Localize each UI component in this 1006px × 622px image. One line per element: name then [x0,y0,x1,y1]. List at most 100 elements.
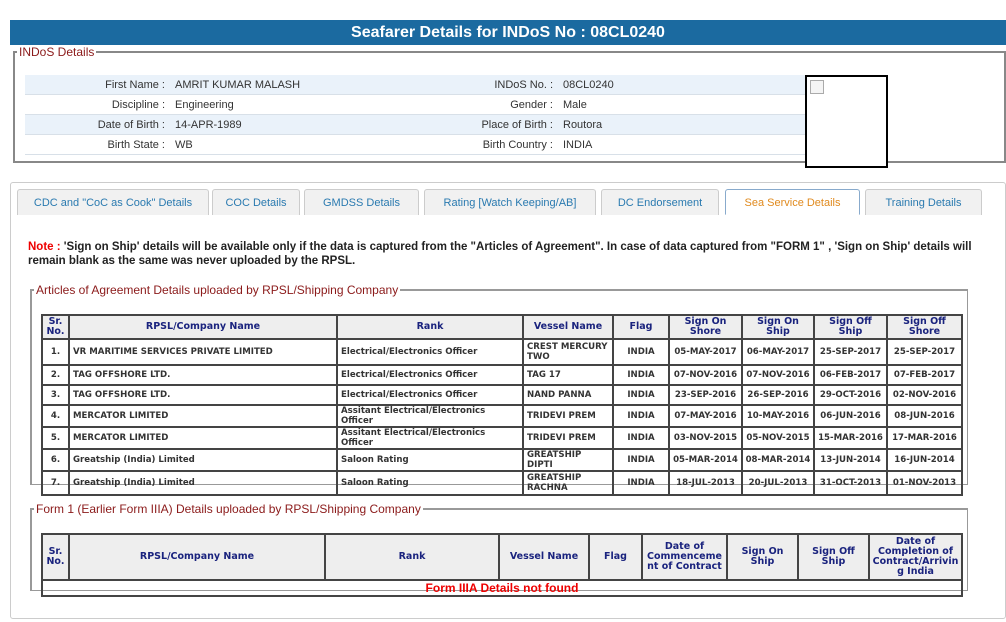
discipline-value: Engineering [175,99,234,111]
table-cell: 05-MAY-2017 [668,338,743,366]
table-cell: 20-JUL-2013 [741,470,815,496]
place-of-birth-value: Routora [563,119,603,131]
aoa-legend: Articles of Agreement Details uploaded b… [36,283,399,297]
discipline-label: Discipline : [111,99,165,111]
column-header: Vessel Name [522,314,614,340]
table-cell: Electrical/Electronics Officer [336,384,524,406]
note-label: Note : [28,241,61,253]
table-cell: 08-MAR-2014 [741,448,815,472]
table-cell: 07-NOV-2016 [741,364,815,386]
tab-rating[interactable]: Rating [Watch Keeping/AB] [424,189,596,215]
table-cell: 26-SEP-2016 [741,384,815,406]
table-cell: TRIDEVI PREM [522,404,614,428]
aoa-table: Sr. No. RPSL/Company Name Rank Vessel Name F… [41,314,963,496]
table-cell: INDIA [612,338,670,366]
not-found-message: Form IIIA Details not found [41,579,963,597]
dob-label: Date of Birth : [97,119,165,131]
column-header: Sign On Ship [741,314,815,340]
table-cell: 05-NOV-2015 [741,426,815,450]
table-cell: 03-NOV-2015 [668,426,743,450]
table-cell: 25-SEP-2017 [886,338,963,366]
table-cell: 07-NOV-2016 [668,364,743,386]
table-cell: Assitant Electrical/Electronics Officer [336,426,524,450]
table-cell: 2. [41,364,70,386]
table-cell: 07-FEB-2017 [886,364,963,386]
table-cell: 6. [41,448,70,472]
table-cell: 08-JUN-2016 [886,404,963,428]
column-header: Sign On Ship [726,533,799,581]
aoa-section: Articles of Agreement Details uploaded b… [30,283,968,496]
table-row: 2. TAG OFFSHORE LTD. Electrical/Electronic… [41,364,963,386]
table-cell: 06-MAY-2017 [741,338,815,366]
table-cell: 7. [41,470,70,496]
table-cell: VR MARITIME SERVICES PRIVATE LIMITED [68,338,338,366]
tab-gmdss[interactable]: GMDSS Details [304,189,419,215]
info-row: Date of Birth : 14-APR-1989 Place of Birt… [25,115,806,135]
table-cell: INDIA [612,448,670,472]
table-cell: 16-JUN-2014 [886,448,963,472]
birth-country-value: INDIA [563,139,593,151]
table-cell: 06-JUN-2016 [813,404,888,428]
table-cell: INDIA [612,404,670,428]
table-cell: MERCATOR LIMITED [68,426,338,450]
column-header: Sign Off Ship [797,533,870,581]
table-cell: Saloon Rating [336,470,524,496]
table-cell: 05-MAR-2014 [668,448,743,472]
table-header-row: Sr. No. RPSL/Company Name Rank Vessel Name F… [41,533,963,581]
table-cell: TRIDEVI PREM [522,426,614,450]
table-cell: INDIA [612,384,670,406]
broken-image-icon [810,80,824,94]
table-row: 4. MERCATOR LIMITED Assitant Electrical/El… [41,404,963,428]
gender-value: Male [563,99,587,111]
table-cell: 13-JUN-2014 [813,448,888,472]
tab-sea-service[interactable]: Sea Service Details [725,189,860,215]
column-header: Sign Off Ship [813,314,888,340]
table-cell: INDIA [612,426,670,450]
birth-country-label: Birth Country : [482,139,553,151]
table-cell: 10-MAY-2016 [741,404,815,428]
table-cell: MERCATOR LIMITED [68,404,338,428]
table-cell: 07-MAY-2016 [668,404,743,428]
table-cell: INDIA [612,470,670,496]
table-cell: Greatship (India) Limited [68,448,338,472]
table-cell: 1. [41,338,70,366]
info-row: First Name : AMRIT KUMAR MALASH INDoS No.… [25,75,806,95]
first-name-value: AMRIT KUMAR MALASH [175,79,301,91]
table-cell: Saloon Rating [336,448,524,472]
column-header: Sr. No. [41,533,70,581]
table-cell: 01-NOV-2013 [886,470,963,496]
table-row: 3. TAG OFFSHORE LTD. Electrical/Electronic… [41,384,963,406]
column-header: Rank [324,533,500,581]
tab-dc-endorsement[interactable]: DC Endorsement [601,189,719,215]
table-cell: TAG OFFSHORE LTD. [68,384,338,406]
column-header: RPSL/Company Name [68,533,326,581]
tab-cdc[interactable]: CDC and "CoC as Cook" Details [17,189,209,215]
table-cell: CREST MERCURY TWO [522,338,614,366]
table-cell: 5. [41,426,70,450]
table-cell: Electrical/Electronics Officer [336,338,524,366]
column-header: Sr. No. [41,314,70,340]
table-row: 6. Greatship (India) Limited Saloon Rating… [41,448,963,472]
table-cell: TAG 17 [522,364,614,386]
column-header: Flag [588,533,643,581]
tab-training[interactable]: Training Details [865,189,982,215]
column-header: RPSL/Company Name [68,314,338,340]
table-cell: INDIA [612,364,670,386]
table-row: 1. VR MARITIME SERVICES PRIVATE LIMITED El… [41,338,963,366]
column-header: Rank [336,314,524,340]
info-row: Discipline : Engineering Gender : Male [25,95,806,115]
gender-label: Gender : [510,99,553,111]
indos-details-legend: INDoS Details [19,45,95,59]
form1-legend: Form 1 (Earlier Form IIIA) Details uploa… [36,502,421,516]
birth-state-value: WB [175,139,193,151]
table-cell: Assitant Electrical/Electronics Officer [336,404,524,428]
tab-coc[interactable]: COC Details [212,189,300,215]
table-cell: 02-NOV-2016 [886,384,963,406]
table-cell: NAND PANNA [522,384,614,406]
table-row: 5. MERCATOR LIMITED Assitant Electrical/El… [41,426,963,450]
birth-state-label: Birth State : [107,139,165,151]
dob-value: 14-APR-1989 [175,119,242,131]
table-cell: 18-JUL-2013 [668,470,743,496]
table-cell: 23-SEP-2016 [668,384,743,406]
table-cell: 17-MAR-2016 [886,426,963,450]
